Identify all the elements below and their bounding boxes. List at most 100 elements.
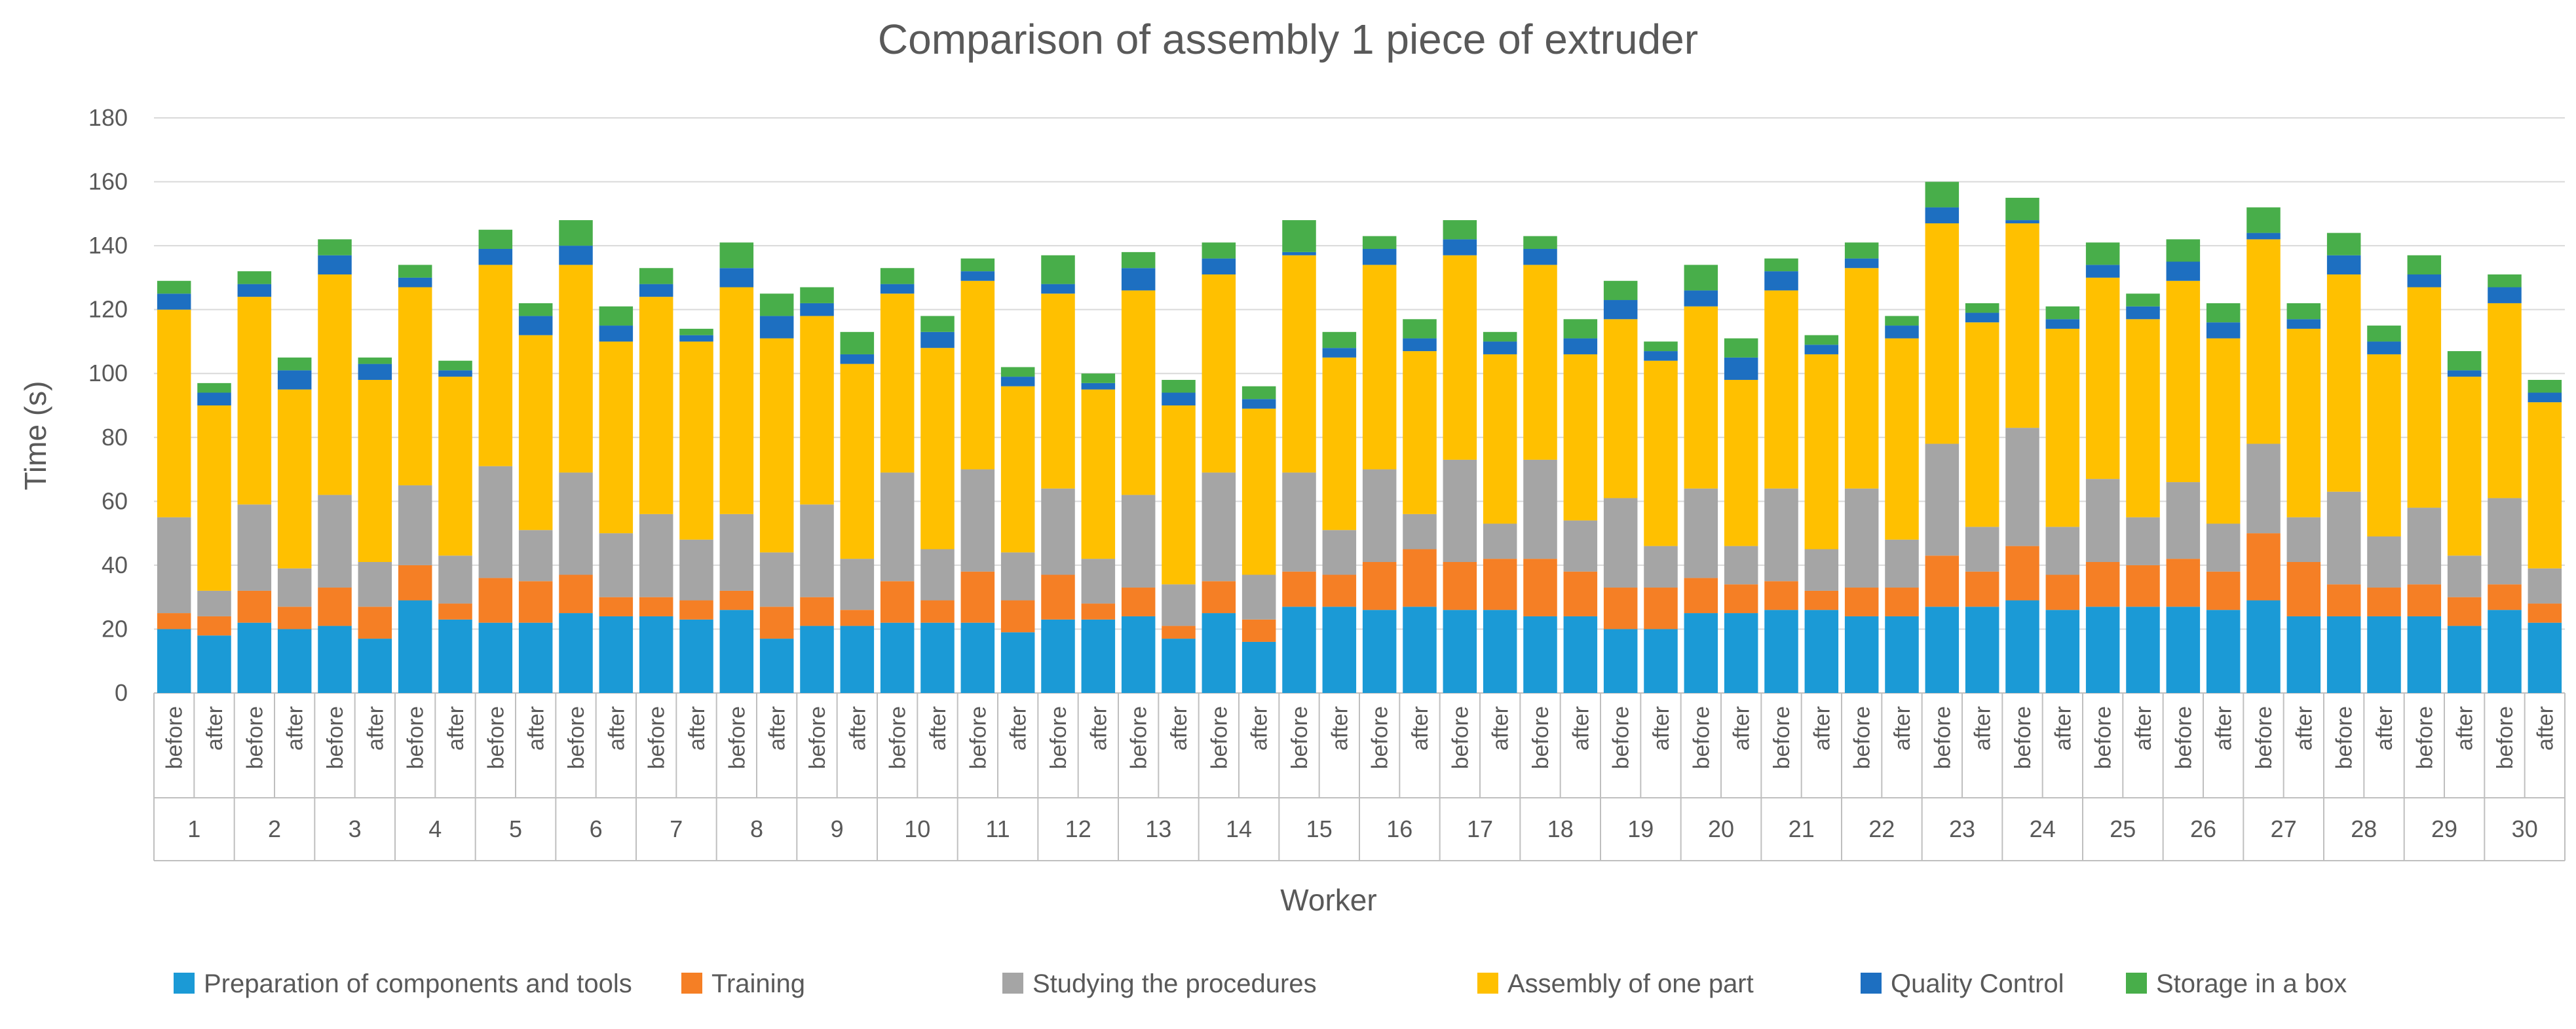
bar-segment-4: [1121, 290, 1156, 495]
bar-segment-2: [679, 600, 713, 620]
bar-segment-4: [2447, 377, 2482, 556]
bar-segment-1: [1202, 613, 1236, 693]
bar-segment-3: [1362, 469, 1397, 563]
bar-segment-2: [1162, 626, 1196, 639]
bar-segment-2: [2286, 562, 2321, 616]
bar-segment-1: [1282, 607, 1316, 693]
bar-segment-3: [1724, 546, 1758, 585]
condition-label-before: before: [404, 706, 428, 769]
bar-segment-4: [1241, 408, 1276, 575]
condition-label-after: after: [926, 706, 951, 751]
bar-segment-2: [1844, 588, 1879, 616]
bar-segment-6: [1202, 242, 1236, 259]
bar-segment-4: [318, 274, 352, 495]
bar-segment-2: [920, 600, 955, 623]
y-axis-title: Time (s): [18, 381, 52, 491]
bar-segment-6: [880, 268, 915, 284]
bar-segment-3: [1403, 514, 1437, 550]
condition-label-before: before: [2493, 706, 2518, 769]
bar-segment-6: [1965, 303, 1999, 313]
bar-segment-6: [2326, 233, 2361, 255]
bar-segment-1: [2286, 616, 2321, 693]
bar-segment-2: [1322, 574, 1357, 607]
bar-segment-2: [1202, 581, 1236, 614]
bar-segment-1: [759, 639, 794, 693]
bar-segment-2: [157, 613, 191, 629]
bar-segment-4: [639, 297, 673, 514]
bar-segment-4: [1322, 357, 1357, 531]
bar-segment-5: [2286, 319, 2321, 329]
chart-title: Comparison of assembly 1 piece of extrud…: [878, 16, 1698, 63]
bar-segment-4: [559, 265, 593, 473]
bar-segment-2: [1523, 559, 1557, 616]
bar-segment-6: [1081, 373, 1116, 383]
worker-label: 12: [1065, 815, 1091, 842]
bar-segment-5: [960, 271, 995, 281]
bar-segment-5: [2488, 287, 2522, 303]
legend-swatch: [1861, 973, 1882, 994]
bar-segment-4: [237, 297, 272, 505]
bar-segment-4: [840, 364, 875, 559]
condition-label-before: before: [1287, 706, 1312, 769]
bar-segment-4: [599, 341, 634, 534]
bar-segment-6: [1563, 319, 1598, 339]
bar-segment-3: [478, 466, 513, 578]
y-tick-label: 80: [102, 424, 128, 451]
bar-segment-3: [2407, 508, 2442, 585]
bar-segment-6: [1684, 265, 1718, 291]
bar-segment-6: [1282, 220, 1316, 252]
bar-segment-5: [1081, 383, 1116, 390]
bar-segment-3: [2206, 523, 2241, 572]
bar-segment-3: [438, 555, 472, 604]
bar-segment-4: [1362, 265, 1397, 470]
bar-segment-3: [920, 549, 955, 601]
bar-segment-6: [2367, 326, 2401, 342]
bar-segment-3: [1885, 539, 1919, 588]
bar-segment-2: [1483, 559, 1517, 610]
bar-segment-5: [358, 364, 392, 380]
condition-label-before: before: [1046, 706, 1071, 769]
bar-segment-3: [1483, 523, 1517, 559]
bar-segment-1: [1684, 613, 1718, 693]
bar-segment-4: [2407, 287, 2442, 508]
worker-label: 3: [349, 815, 362, 842]
bar-segment-1: [2407, 616, 2442, 693]
bar-segment-3: [237, 504, 272, 591]
bar-segment-1: [1885, 616, 1919, 693]
bar-segment-2: [2126, 565, 2160, 607]
condition-label-after: after: [2051, 706, 2075, 751]
condition-label-before: before: [2171, 706, 2196, 769]
bar-segment-6: [1362, 236, 1397, 249]
bar-segment-1: [1644, 629, 1678, 693]
bar-segment-2: [518, 581, 553, 623]
bar-segment-3: [719, 514, 754, 591]
bar-segment-1: [438, 619, 472, 693]
bar-segment-4: [1644, 360, 1678, 546]
bar-segment-4: [1684, 306, 1718, 489]
bar-segment-1: [800, 626, 834, 693]
bar-segment-4: [157, 309, 191, 517]
bar-segment-6: [800, 287, 834, 303]
bar-segment-4: [679, 341, 713, 540]
bar-segment-6: [1764, 258, 1798, 272]
legend-label: Preparation of components and tools: [204, 969, 632, 998]
bar-segment-4: [1162, 405, 1196, 585]
condition-label-after: after: [1408, 706, 1433, 751]
bar-segment-4: [1443, 255, 1477, 460]
bar-segment-4: [2528, 402, 2562, 569]
worker-label: 18: [1547, 815, 1574, 842]
bar-segment-5: [1041, 284, 1075, 294]
bar-segment-4: [1282, 255, 1316, 473]
bar-segment-6: [398, 265, 432, 278]
bar-segment-6: [2166, 239, 2201, 262]
bar-segment-2: [719, 590, 754, 610]
bar-segment-6: [599, 306, 634, 326]
bar-segment-5: [2367, 341, 2401, 354]
bar-segment-2: [1925, 555, 1960, 607]
bar-segment-3: [518, 530, 553, 582]
bar-segment-6: [1121, 252, 1156, 269]
bar-segment-1: [1403, 607, 1437, 693]
bar-segment-4: [197, 405, 231, 591]
bar-segment-3: [2447, 555, 2482, 597]
bar-segment-2: [2367, 588, 2401, 616]
